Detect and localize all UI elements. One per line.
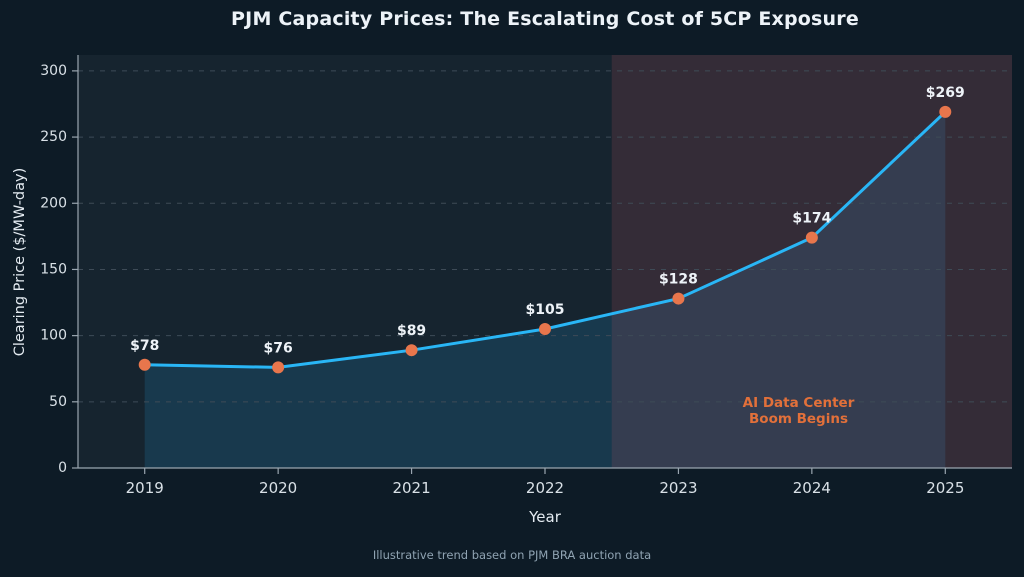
x-tick-label: 2023 bbox=[659, 479, 697, 497]
x-tick-label: 2021 bbox=[392, 479, 430, 497]
data-point-label: $89 bbox=[397, 323, 426, 339]
y-tick-label: 100 bbox=[40, 328, 67, 344]
x-tick-label: 2019 bbox=[126, 479, 164, 497]
plot-background bbox=[78, 55, 1012, 468]
y-tick-label: 50 bbox=[49, 394, 67, 410]
x-axis-label: Year bbox=[529, 508, 561, 526]
y-axis-label: Clearing Price ($/MW-day) bbox=[12, 167, 28, 357]
y-tick-label: 300 bbox=[40, 63, 67, 79]
y-tick-label: 150 bbox=[40, 261, 67, 277]
y-tick-label: 0 bbox=[58, 460, 67, 476]
chart-caption: Illustrative trend based on PJM BRA auct… bbox=[372, 548, 652, 562]
chart-title: PJM Capacity Prices: The Escalating Cost… bbox=[231, 8, 859, 30]
data-point-label: $76 bbox=[264, 340, 293, 356]
x-tick-label: 2025 bbox=[926, 479, 964, 497]
data-point-marker bbox=[672, 292, 685, 305]
highlight-region bbox=[611, 55, 1012, 468]
x-tick-label: 2022 bbox=[526, 479, 564, 497]
data-point-marker bbox=[805, 231, 818, 244]
data-point-label: $269 bbox=[926, 85, 965, 101]
annotation-line: Boom Begins bbox=[749, 411, 848, 427]
data-point-marker bbox=[405, 344, 418, 357]
data-point-label: $78 bbox=[130, 338, 159, 354]
y-tick-label: 250 bbox=[40, 129, 67, 145]
data-point-label: $128 bbox=[659, 272, 698, 288]
annotation-text: AI Data Center Boom Begins bbox=[743, 395, 855, 427]
x-tick-label: 2024 bbox=[793, 479, 831, 497]
data-point-marker bbox=[939, 105, 952, 118]
x-tick-label: 2020 bbox=[259, 479, 297, 497]
data-point-marker bbox=[539, 323, 551, 336]
y-tick-label: 200 bbox=[40, 195, 67, 211]
data-point-label: $174 bbox=[792, 211, 831, 227]
data-point-marker bbox=[138, 358, 151, 371]
area-fill bbox=[144, 111, 946, 469]
data-point-marker bbox=[272, 361, 285, 374]
data-point-label: $105 bbox=[526, 302, 565, 318]
annotation-line: AI Data Center bbox=[743, 395, 855, 411]
